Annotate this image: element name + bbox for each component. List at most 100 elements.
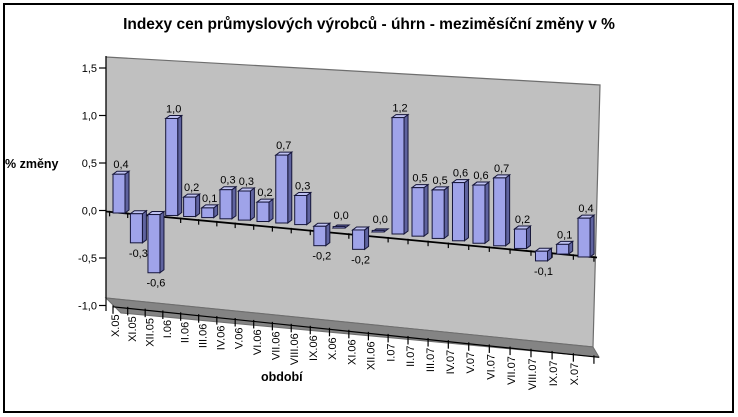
bar-side-face: [159, 210, 165, 274]
bar-front-face: [112, 173, 126, 214]
bar[interactable]: [512, 225, 532, 250]
bar-front-face: [165, 117, 179, 216]
bar-front-face: [451, 182, 465, 242]
category-label: I.07: [385, 343, 397, 361]
value-axis-tick-label: 1,0: [82, 111, 97, 123]
bar-value-label: 0,3: [239, 176, 254, 188]
category-label: IX.07: [548, 361, 560, 387]
bar-value-label: -0,2: [312, 251, 331, 263]
bar-value-label: 0,3: [220, 175, 235, 187]
bar-value-label: 0,0: [373, 214, 388, 226]
bar[interactable]: [576, 214, 596, 258]
category-label: V.07: [465, 352, 477, 374]
value-axis-tick-label: -1,0: [78, 301, 97, 313]
bar[interactable]: [182, 193, 202, 218]
value-axis-tick-label: 1,5: [82, 63, 97, 75]
bar[interactable]: [471, 181, 491, 245]
bar-front-face: [352, 229, 366, 250]
bar-side-face: [484, 181, 490, 245]
category-label: XII.06: [366, 341, 378, 370]
bar[interactable]: [236, 187, 256, 222]
bar[interactable]: [450, 178, 470, 242]
bar[interactable]: [111, 170, 131, 214]
bar-side-face: [249, 187, 255, 222]
bar-value-label: 0,5: [412, 173, 427, 185]
bar[interactable]: [274, 151, 294, 224]
bar-value-label: 0,1: [557, 229, 572, 241]
bar-value-label: 0,7: [276, 140, 291, 152]
bar-front-face: [472, 184, 486, 244]
bar-value-label: -0,1: [534, 266, 553, 278]
bar-front-face: [391, 117, 405, 235]
category-label: III.07: [425, 348, 437, 372]
bar-side-face: [195, 193, 201, 218]
bar[interactable]: [555, 240, 575, 256]
bar-front-face: [534, 250, 548, 262]
bar[interactable]: [430, 185, 450, 240]
bar-front-face: [129, 213, 143, 244]
bar-side-face: [124, 170, 130, 214]
bar-value-label: 0,4: [578, 203, 593, 215]
bar[interactable]: [128, 209, 148, 244]
category-label: V.06: [234, 327, 246, 349]
bar[interactable]: [200, 203, 220, 219]
bar-side-face: [287, 151, 293, 224]
bar-front-face: [256, 201, 270, 223]
category-label: IV.07: [445, 350, 457, 375]
bar-side-face: [463, 178, 469, 242]
bar-side-face: [231, 185, 237, 220]
category-label: VIII.07: [527, 358, 539, 390]
bar-value-label: 0,1: [202, 193, 217, 205]
frame-border: [3, 3, 734, 413]
bar[interactable]: [164, 114, 184, 217]
bar-front-face: [411, 187, 425, 237]
bar-side-face: [423, 183, 429, 238]
bar-side-face: [443, 185, 449, 240]
zero-line: [105, 210, 598, 259]
bar-value-label: 1,2: [392, 103, 407, 115]
category-label: XI.05: [127, 316, 139, 342]
bar[interactable]: [312, 222, 332, 247]
category-label: IX.06: [308, 335, 320, 361]
bar-value-label: -0,3: [129, 248, 148, 260]
category-label: II.07: [405, 346, 417, 367]
bar[interactable]: [146, 210, 166, 274]
category-label: VII.07: [506, 356, 518, 385]
bar-front-face: [371, 229, 385, 233]
bar[interactable]: [533, 247, 553, 262]
bar[interactable]: [255, 198, 275, 223]
bar[interactable]: [492, 173, 512, 247]
bar-front-face: [577, 217, 591, 258]
bar-side-face: [364, 225, 370, 251]
bar-front-face: [493, 177, 507, 247]
bar-value-label: 0,0: [333, 210, 348, 222]
bar[interactable]: [410, 183, 430, 238]
bar[interactable]: [293, 191, 313, 226]
bar-value-label: 0,2: [515, 214, 530, 226]
value-axis-tick-label: 0,5: [82, 158, 97, 170]
bar[interactable]: [390, 113, 410, 235]
bar-front-face: [513, 228, 527, 249]
bar-front-face: [431, 189, 445, 239]
x-axis-title: období: [261, 370, 303, 384]
bar-value-label: 1,0: [166, 103, 181, 115]
bar[interactable]: [331, 224, 351, 229]
bar-front-face: [183, 196, 197, 217]
bar[interactable]: [370, 228, 390, 233]
value-axis-tick-label: -0,5: [78, 253, 97, 265]
bar-front-face: [219, 189, 233, 220]
category-label: X.06: [327, 337, 339, 360]
category-label: XI.06: [346, 339, 358, 365]
bar-side-face: [525, 225, 531, 250]
y-axis-title: % změny: [5, 157, 59, 171]
category-label: VII.06: [271, 331, 283, 360]
bar-side-face: [268, 198, 274, 223]
bar-value-label: 0,2: [257, 187, 272, 199]
category-label: IV.06: [215, 326, 227, 351]
bar[interactable]: [351, 225, 371, 251]
bar-value-label: 0,7: [494, 163, 509, 175]
bar[interactable]: [218, 185, 238, 220]
bar-side-face: [325, 222, 331, 247]
